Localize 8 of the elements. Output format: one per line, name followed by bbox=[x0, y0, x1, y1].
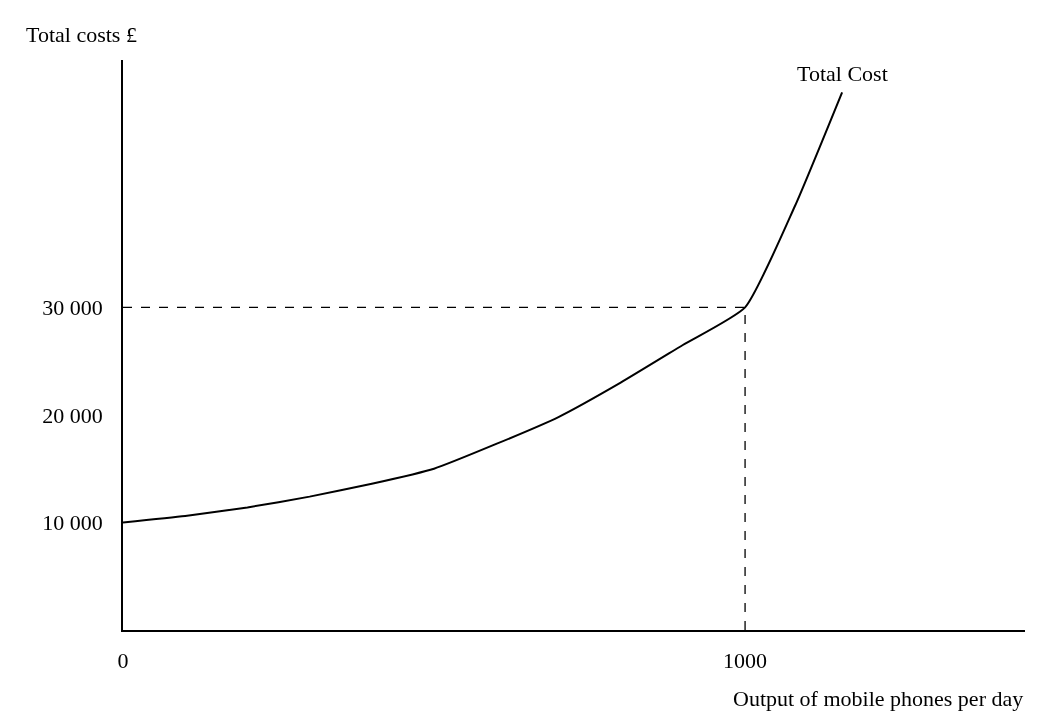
y-tick-label: 30 000 bbox=[42, 295, 103, 321]
y-tick-label: 20 000 bbox=[42, 402, 103, 428]
x-tick-label: 0 bbox=[117, 648, 129, 674]
x-tick-label: 1000 bbox=[723, 648, 768, 674]
series-label: Total Cost bbox=[797, 61, 888, 86]
y-tick-label: 10 000 bbox=[42, 510, 103, 536]
y-axis-title: Total costs £ bbox=[26, 22, 137, 47]
x-axis-title: Output of mobile phones per day bbox=[733, 686, 1024, 711]
